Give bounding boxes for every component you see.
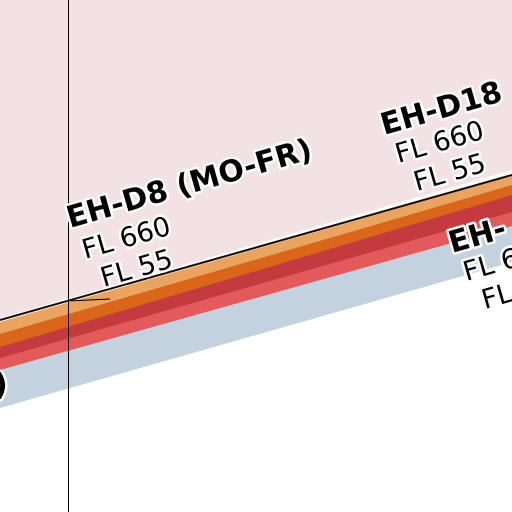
zone-boundary-line	[0, 174, 512, 321]
orange-zone-band	[0, 185, 512, 347]
meridian-tick	[67, 298, 111, 302]
zone-label-fragment: )	[0, 368, 8, 403]
zone-fill-d8-d18	[0, 0, 512, 318]
